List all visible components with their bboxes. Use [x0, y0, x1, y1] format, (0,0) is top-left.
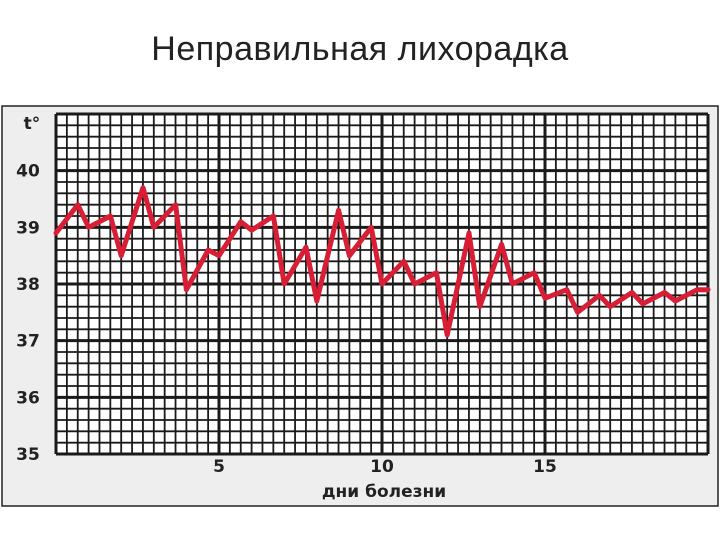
chart-title: Неправильная лихорадка — [151, 30, 569, 68]
y-tick-label: 36 — [16, 388, 40, 408]
temperature-line — [53, 185, 711, 338]
y-tick-label: 37 — [16, 332, 40, 352]
x-tick-label: 5 — [213, 457, 225, 477]
x-tick-label: 10 — [370, 457, 394, 477]
y-axis-label: t° — [24, 114, 41, 134]
y-tick-labels: 35 36 37 38 39 40 — [16, 162, 40, 465]
x-tick-label: 15 — [533, 457, 557, 477]
y-tick-label: 38 — [16, 275, 40, 295]
x-tick-labels: 5 10 15 — [213, 457, 557, 477]
x-axis-label: дни болезни — [322, 482, 446, 502]
y-tick-label: 35 — [16, 445, 40, 465]
y-tick-label: 39 — [16, 218, 40, 238]
y-tick-label: 40 — [16, 162, 40, 182]
